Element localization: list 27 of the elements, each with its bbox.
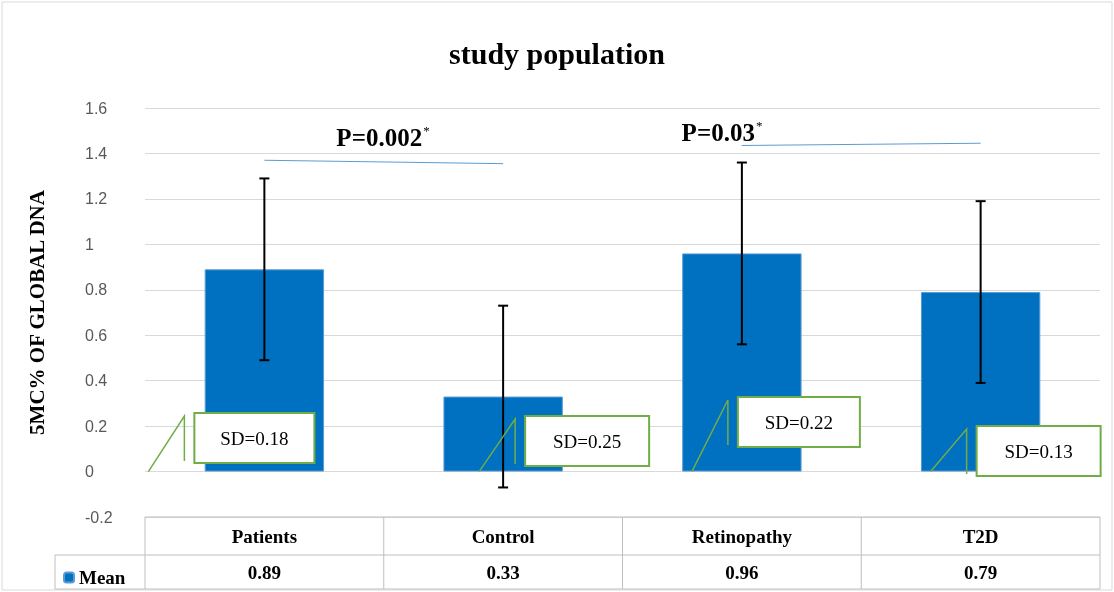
y-tick-label: 0.2 xyxy=(85,417,108,435)
data-label: 0.79 xyxy=(964,561,998,583)
annotation: SD=0.18 xyxy=(220,427,289,449)
legend-label: Mean xyxy=(79,567,126,588)
annotation: P=0.03* xyxy=(681,117,763,146)
x-tick-label: Control xyxy=(471,525,535,547)
y-tick-label: 0.6 xyxy=(85,326,108,344)
x-tick-label: T2D xyxy=(962,525,999,547)
data-label: 0.33 xyxy=(486,561,520,583)
annotation: P=0.002* xyxy=(336,122,430,151)
y-tick-label: 0.8 xyxy=(85,281,108,299)
y-axis-title: 5MC% OF GLOBAL DNA xyxy=(24,189,49,435)
y-tick-label: 1.2 xyxy=(85,190,108,208)
y-tick-label: 1.6 xyxy=(85,99,108,117)
chart-title: study population xyxy=(449,36,666,70)
y-tick-label: 1 xyxy=(85,235,94,253)
data-label: 0.89 xyxy=(247,561,281,583)
y-tick-label: 0.4 xyxy=(85,372,108,390)
data-label: 0.96 xyxy=(725,561,759,583)
y-tick-label: -0.2 xyxy=(85,508,113,526)
annotation: SD=0.25 xyxy=(552,430,622,452)
y-tick-label: 0 xyxy=(85,463,94,481)
y-tick-label: 1.4 xyxy=(85,144,108,162)
x-tick-label: Retinopathy xyxy=(691,525,793,547)
annotation: SD=0.22 xyxy=(764,411,834,433)
annotation: SD=0.13 xyxy=(1004,440,1073,462)
x-tick-label: Patients xyxy=(231,525,298,547)
